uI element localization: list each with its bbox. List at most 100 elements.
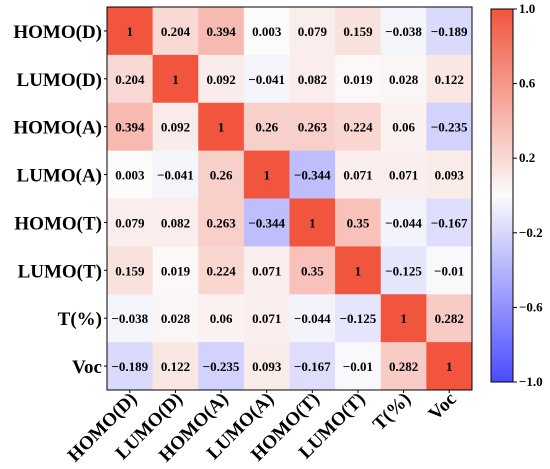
colorbar-tick-label: −0.2 bbox=[519, 225, 543, 240]
heatmap-cell bbox=[198, 246, 245, 295]
heatmap-cell bbox=[426, 342, 473, 391]
heatmap-cell bbox=[289, 342, 336, 391]
cell-value-label: 0.224 bbox=[206, 263, 236, 278]
heatmap-cell bbox=[289, 294, 336, 343]
cell-value-label: 0.204 bbox=[115, 72, 145, 87]
cell-value-label: 0.159 bbox=[115, 263, 145, 278]
row-label: LUMO(D) bbox=[17, 70, 102, 91]
row-label: Voc bbox=[72, 357, 102, 378]
cell-value-label: 1 bbox=[172, 72, 179, 87]
heatmap-cell bbox=[426, 198, 473, 247]
row-label: HOMO(T) bbox=[14, 213, 102, 234]
cell-value-label: 0.092 bbox=[206, 72, 235, 87]
cell-value-label: 0.394 bbox=[206, 24, 236, 39]
cell-value-label: 1 bbox=[218, 120, 225, 135]
colorbar-tick-label: 0.2 bbox=[519, 150, 535, 165]
row-labels: HOMO(D) LUMO(D) HOMO(A) LUMO(A) HOMO(T) LUMO(… bbox=[13, 22, 107, 378]
colorbar-tick-label: 1.0 bbox=[519, 1, 535, 16]
heatmap-cell bbox=[380, 246, 427, 295]
cell-value-label: 1 bbox=[127, 24, 134, 39]
column-labels: HOMO(D)LUMO(D)HOMO(A)LUMO(A)HOMO(T)LUMO(… bbox=[64, 389, 461, 467]
cell-value-label: −0.167 bbox=[431, 215, 468, 230]
cell-value-label: 0.028 bbox=[389, 72, 419, 87]
cell-value-label: 1 bbox=[400, 311, 407, 326]
heatmap-cell bbox=[335, 7, 382, 56]
cell-value-label: 1 bbox=[309, 215, 316, 230]
heatmap-cell bbox=[152, 150, 199, 199]
heatmap-cell bbox=[289, 246, 336, 295]
cell-value-label: −0.038 bbox=[385, 24, 422, 39]
heatmap-cell bbox=[152, 54, 199, 104]
column-label: Voc bbox=[425, 389, 461, 425]
cell-value-label: 0.122 bbox=[161, 359, 190, 374]
cell-value-label: 0.082 bbox=[298, 72, 327, 87]
heatmap-cell bbox=[152, 198, 199, 247]
heatmap-cell bbox=[243, 150, 290, 199]
row-label: HOMO(A) bbox=[13, 118, 102, 139]
heatmap-cell bbox=[335, 342, 382, 391]
cell-value-label: 0.071 bbox=[389, 168, 418, 183]
heatmap-cell bbox=[152, 294, 199, 343]
cell-value-label: 0.071 bbox=[252, 263, 281, 278]
heatmap-cell bbox=[335, 294, 382, 343]
cell-value-label: −0.01 bbox=[434, 263, 464, 278]
cell-value-label: −0.344 bbox=[248, 215, 285, 230]
heatmap-border bbox=[106, 6, 473, 391]
heatmap-cell bbox=[152, 102, 199, 152]
heatmap-cell bbox=[380, 294, 427, 343]
heatmap-cell bbox=[289, 150, 336, 199]
cell-value-label: 0.079 bbox=[298, 24, 328, 39]
cell-value-label: 0.282 bbox=[435, 311, 464, 326]
cell-value-label: −0.038 bbox=[111, 311, 148, 326]
cell-value-label: 0.079 bbox=[115, 215, 145, 230]
cell-value-label: 0.003 bbox=[252, 24, 282, 39]
cell-value-label: 0.394 bbox=[115, 120, 145, 135]
column-label: T(%) bbox=[369, 389, 415, 435]
cell-value-label: −0.189 bbox=[431, 24, 468, 39]
heatmap-cell bbox=[380, 342, 427, 391]
heatmap-cell bbox=[380, 102, 427, 152]
heatmap-cell bbox=[380, 54, 427, 104]
cell-value-label: 0.204 bbox=[161, 24, 191, 39]
row-label: LUMO(T) bbox=[18, 261, 102, 282]
heatmap-cell bbox=[289, 198, 336, 247]
colorbar: 1.0 0.6 0.2 −0.2 −0.6 −1.0 bbox=[490, 1, 543, 389]
heatmap-cell bbox=[107, 294, 154, 343]
heatmap-cell bbox=[198, 294, 245, 343]
colorbar-gradient bbox=[490, 8, 514, 383]
heatmap-cell bbox=[107, 342, 154, 391]
cell-value-label: 0.159 bbox=[343, 24, 373, 39]
heatmap-cell bbox=[107, 198, 154, 247]
colorbar-tick-label: 0.6 bbox=[519, 76, 536, 91]
row-label: LUMO(A) bbox=[17, 166, 102, 187]
heatmap-cell bbox=[243, 294, 290, 343]
heatmap-cell bbox=[335, 198, 382, 247]
heatmap-cells bbox=[106, 6, 473, 391]
cell-value-label: −0.044 bbox=[294, 311, 331, 326]
cell-value-label: −0.044 bbox=[385, 215, 422, 230]
heatmap-cell bbox=[243, 54, 290, 104]
cell-value-label: 0.282 bbox=[389, 359, 418, 374]
row-label: T(%) bbox=[58, 309, 102, 330]
heatmap-cell bbox=[289, 102, 336, 152]
heatmap-cell bbox=[426, 7, 473, 56]
row-label: HOMO(D) bbox=[13, 22, 102, 43]
heatmap-cell bbox=[335, 150, 382, 199]
heatmap-cell bbox=[107, 7, 154, 56]
heatmap-cell bbox=[426, 246, 473, 295]
cell-value-label: −0.167 bbox=[294, 359, 331, 374]
cell-value-label: 0.028 bbox=[161, 311, 191, 326]
heatmap-cell bbox=[152, 7, 199, 56]
cell-value-label: 0.06 bbox=[210, 311, 233, 326]
cell-value-label: 0.263 bbox=[298, 120, 328, 135]
heatmap-cell bbox=[152, 246, 199, 295]
cell-value-label: 0.26 bbox=[210, 168, 233, 183]
cell-value-label: 0.071 bbox=[252, 311, 281, 326]
heatmap-cell bbox=[152, 342, 199, 391]
heatmap-cell bbox=[380, 150, 427, 199]
cell-value-label: −0.235 bbox=[203, 359, 240, 374]
colorbar-tick-label: −0.6 bbox=[519, 299, 543, 314]
heatmap-cell bbox=[198, 342, 245, 391]
heatmap-cell bbox=[243, 198, 290, 247]
